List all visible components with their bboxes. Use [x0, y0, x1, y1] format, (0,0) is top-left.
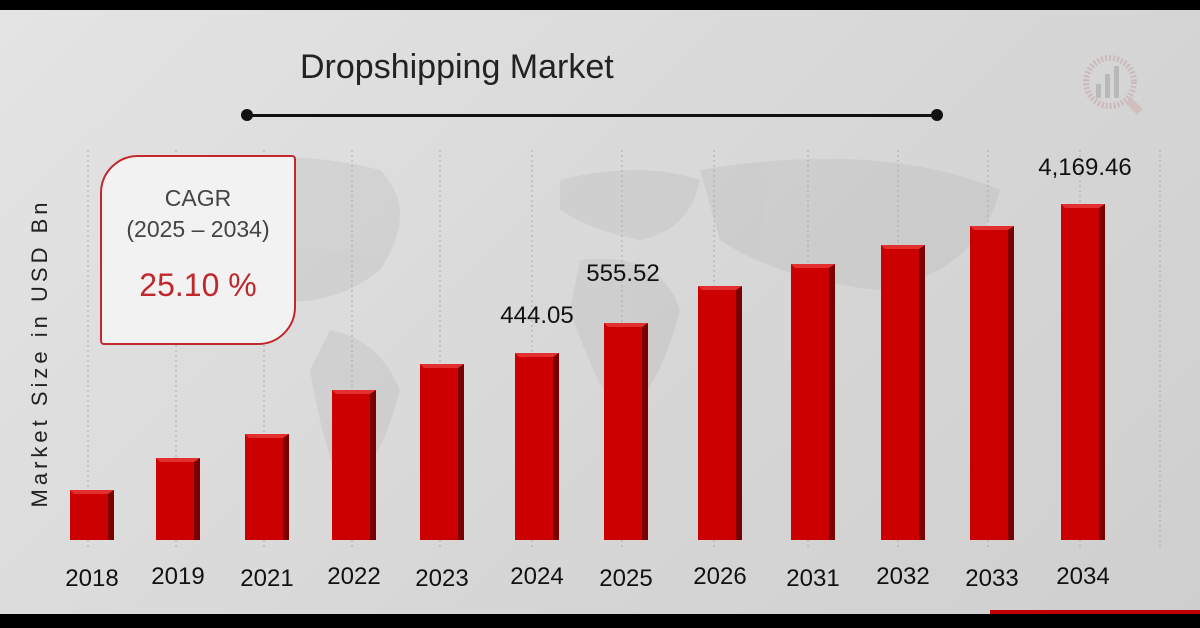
x-tick-label: 2023 [415, 565, 468, 592]
bar-2024 [515, 353, 559, 540]
x-tick-label: 2034 [1056, 563, 1109, 590]
bar-top [1061, 204, 1105, 208]
x-tick-label: 2033 [965, 565, 1018, 592]
bar-side [829, 264, 835, 540]
bar-2025 [604, 323, 648, 540]
bar-2033 [970, 226, 1014, 540]
bar-2034 [1061, 204, 1105, 540]
bar-face [698, 286, 742, 540]
bar-top [245, 434, 289, 438]
data-label-2024: 444.05 [500, 302, 573, 329]
chart-canvas: 2018 2019 2021 2022 2023 2024 2025 2026 2031 2032… [0, 10, 1200, 614]
bar-top [332, 390, 376, 394]
cagr-period: (2025 – 2034) [126, 216, 270, 242]
bar-top [604, 323, 648, 327]
bar-face [245, 434, 289, 540]
bar-top [791, 264, 835, 268]
title-underline [247, 114, 937, 117]
bar-2018 [70, 490, 114, 540]
y-axis-label: Market Size in USD Bn [27, 198, 52, 508]
underline-dot-right [931, 109, 943, 121]
bar-side [553, 353, 559, 540]
x-tick-label: 2021 [240, 565, 293, 592]
bar-2022 [332, 390, 376, 540]
cagr-value: 25.10 % [139, 267, 257, 303]
bar-top [70, 490, 114, 494]
bar-face [420, 364, 464, 540]
bar-2021 [245, 434, 289, 540]
bar-2026 [698, 286, 742, 540]
bar-chart: 2018 2019 2021 2022 2023 2024 2025 2026 2031 2032… [65, 150, 1161, 592]
bar-face [970, 226, 1014, 540]
bar-2019 [156, 458, 200, 540]
bar-face [791, 264, 835, 540]
accent-line [990, 610, 1200, 614]
cagr-callout: CAGR (2025 – 2034) 25.10 % [100, 155, 296, 345]
bar-side [370, 390, 376, 540]
x-tick-label: 2031 [786, 565, 839, 592]
bar-2023 [420, 364, 464, 540]
bar-2032 [881, 245, 925, 540]
x-tick-label: 2026 [693, 563, 746, 590]
bar-face [70, 490, 114, 540]
bar-top [881, 245, 925, 249]
cagr-label: CAGR [164, 185, 232, 211]
bar-side [108, 490, 114, 540]
data-label-2025: 555.52 [586, 260, 659, 287]
data-label-2034: 4,169.46 [1038, 154, 1131, 181]
bar-top [698, 286, 742, 290]
bar-top [970, 226, 1014, 230]
bar-top [420, 364, 464, 368]
bar-face [156, 458, 200, 540]
x-tick-label: 2018 [65, 565, 118, 592]
bar-side [1099, 204, 1105, 540]
bar-face [515, 353, 559, 540]
bar-side [736, 286, 742, 540]
bar-2031 [791, 264, 835, 540]
x-tick-label: 2032 [876, 563, 929, 590]
bar-side [194, 458, 200, 540]
bar-side [1008, 226, 1014, 540]
bar-side [919, 245, 925, 540]
bar-face [604, 323, 648, 540]
bar-side [458, 364, 464, 540]
chart-title: Dropshipping Market [300, 48, 614, 86]
underline-dot-left [241, 109, 253, 121]
x-tick-label: 2022 [327, 563, 380, 590]
bar-face [332, 390, 376, 540]
bar-side [283, 434, 289, 540]
x-tick-label: 2019 [151, 563, 204, 590]
brand-logo-icon [1083, 55, 1143, 115]
bar-side [642, 323, 648, 540]
bar-top [515, 353, 559, 357]
bar-face [881, 245, 925, 540]
x-tick-label: 2025 [599, 565, 652, 592]
bar-face [1061, 204, 1105, 540]
bar-top [156, 458, 200, 462]
x-tick-label: 2024 [510, 563, 563, 590]
